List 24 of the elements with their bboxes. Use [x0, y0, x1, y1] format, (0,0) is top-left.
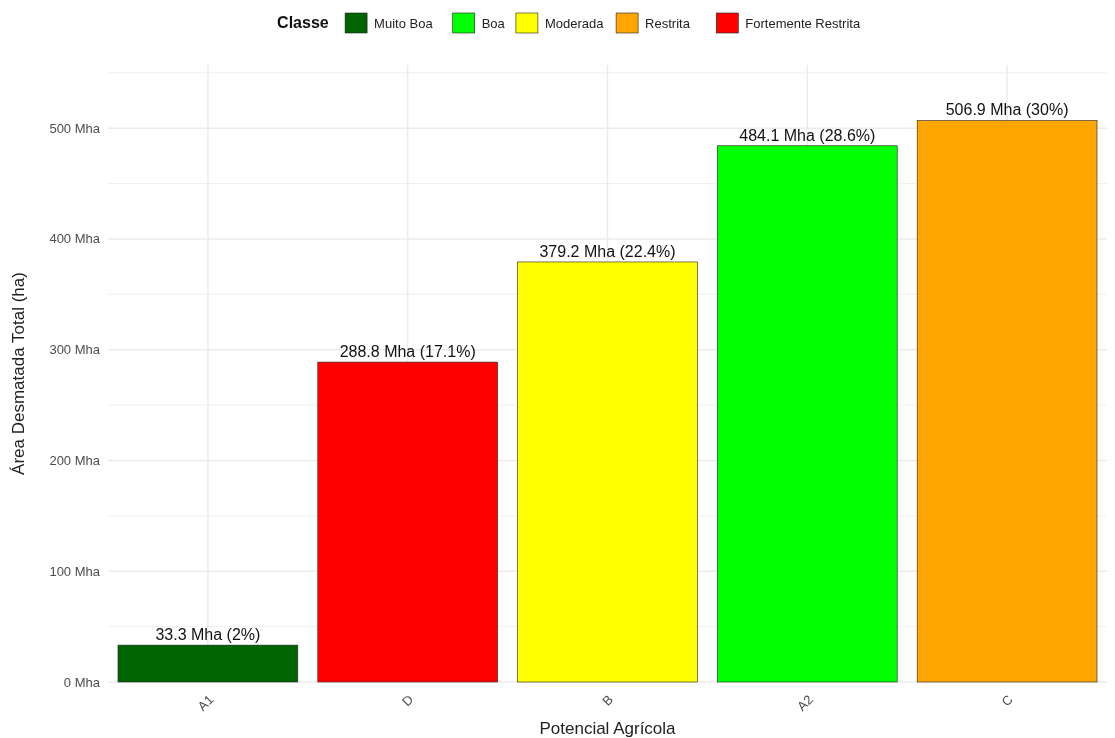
- x-tick-label: C: [998, 691, 1016, 710]
- x-tick-label: B: [599, 691, 617, 709]
- y-axis-title: Área Desmatada Total (ha): [9, 272, 28, 475]
- x-tick-label: A1: [194, 691, 217, 714]
- legend-label: Boa: [481, 16, 506, 31]
- y-tick-label: 300 Mha: [49, 342, 101, 358]
- legend-label: Restrita: [645, 16, 691, 31]
- y-tick-label: 400 Mha: [49, 231, 101, 247]
- legend-title: Classe: [277, 14, 329, 31]
- data-label: 288.8 Mha (17.1%): [339, 343, 476, 361]
- x-tick-label: D: [399, 691, 417, 710]
- legend-label: Muito Boa: [374, 16, 434, 31]
- data-label: 379.2 Mha (22.4%): [539, 242, 676, 260]
- data-label: 506.9 Mha (30%): [945, 101, 1069, 119]
- legend-label: Moderada: [544, 16, 605, 31]
- data-label: 484.1 Mha (28.6%): [739, 126, 876, 144]
- legend-label: Fortemente Restrita: [745, 16, 861, 31]
- x-axis-title: Potencial Agrícola: [539, 719, 677, 738]
- y-tick-label: 200 Mha: [49, 453, 101, 469]
- data-label: 33.3 Mha (2%): [155, 626, 261, 644]
- x-tick-label: A2: [794, 691, 816, 714]
- y-tick-label: 100 Mha: [49, 563, 101, 579]
- y-tick-label: 0 Mha: [63, 674, 101, 690]
- y-tick-label: 500 Mha: [49, 120, 101, 136]
